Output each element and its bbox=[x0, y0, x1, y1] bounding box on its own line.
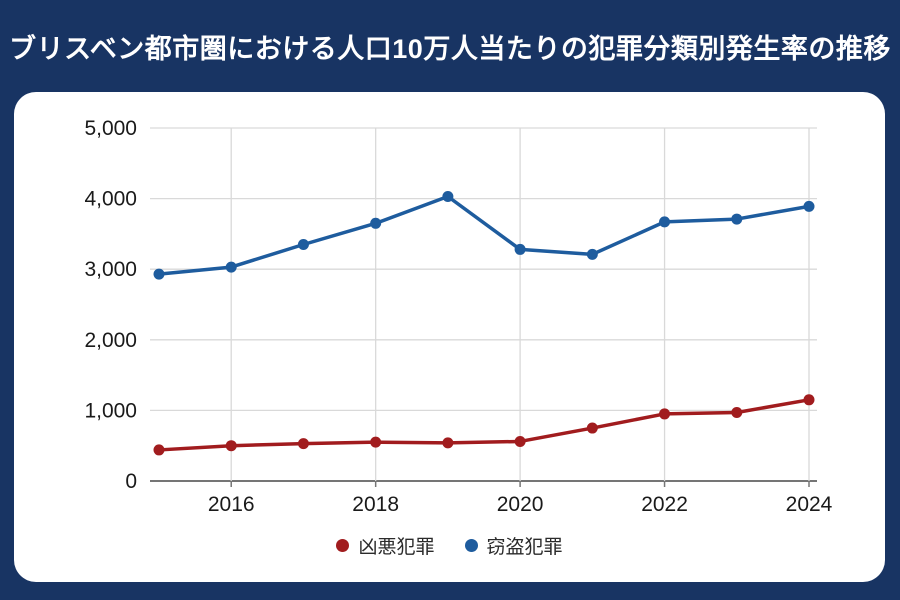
crime-rate-line-chart: 0 1,000 2,000 3,000 4,000 5,000 2016 2018 2020 20… bbox=[84, 117, 833, 516]
point-theft-crime-2022 bbox=[659, 216, 671, 228]
violent-crime-legend-dot-icon bbox=[336, 539, 350, 552]
point-violent-crime-2021 bbox=[586, 422, 598, 434]
line-violent-crime bbox=[157, 398, 811, 452]
point-violent-crime-2020 bbox=[514, 435, 526, 447]
x-axis-tick-label-2024: 2024 bbox=[786, 493, 833, 516]
point-violent-crime-2017 bbox=[297, 438, 309, 450]
point-theft-crime-2023 bbox=[731, 213, 743, 225]
y-axis-tick-label-5000: 5,000 bbox=[84, 117, 137, 140]
page-title: ブリスベン都市圏における人口10万人当たりの犯罪分類別発生率の推移 bbox=[9, 33, 891, 64]
point-theft-crime-2015 bbox=[153, 268, 165, 280]
point-violent-crime-2019 bbox=[442, 437, 454, 449]
point-violent-crime-2022 bbox=[659, 408, 671, 420]
point-theft-crime-2018 bbox=[370, 217, 382, 229]
point-violent-crime-2023 bbox=[731, 407, 743, 419]
legend-label-violent-crime: 凶悪犯罪 bbox=[358, 537, 435, 558]
point-theft-crime-2021 bbox=[586, 248, 598, 260]
theft-crime-legend-dot-icon bbox=[464, 539, 478, 552]
chart-legend: 凶悪犯罪 窃盗犯罪 bbox=[14, 532, 885, 559]
y-axis-tick-label-3000: 3,000 bbox=[84, 258, 137, 281]
x-axis-tick-label-2018: 2018 bbox=[352, 493, 399, 516]
chart-card: 0 1,000 2,000 3,000 4,000 5,000 2016 2018 2020 20… bbox=[14, 92, 885, 582]
point-theft-crime-2020 bbox=[514, 243, 526, 255]
point-violent-crime-2018 bbox=[370, 436, 382, 448]
x-axis-tick-label-2016: 2016 bbox=[208, 493, 255, 516]
point-theft-crime-2016 bbox=[225, 261, 237, 273]
point-theft-crime-2017 bbox=[297, 238, 309, 250]
point-violent-crime-2016 bbox=[225, 440, 237, 452]
legend-item-violent-crime: 凶悪犯罪 bbox=[336, 532, 435, 559]
legend-item-theft-crime: 窃盗犯罪 bbox=[464, 532, 563, 559]
line-theft-crime bbox=[157, 194, 811, 276]
y-axis-tick-label-4000: 4,000 bbox=[84, 188, 137, 211]
y-axis-tick-label-0: 0 bbox=[125, 470, 137, 493]
x-axis-tick-label-2022: 2022 bbox=[641, 493, 688, 516]
point-violent-crime-2024 bbox=[803, 394, 815, 406]
x-axis-tick-label-2020: 2020 bbox=[497, 493, 544, 516]
point-theft-crime-2019 bbox=[442, 190, 454, 202]
point-violent-crime-2015 bbox=[153, 444, 165, 456]
point-theft-crime-2024 bbox=[803, 200, 815, 212]
y-axis-tick-label-1000: 1,000 bbox=[84, 399, 137, 422]
legend-label-theft-crime: 窃盗犯罪 bbox=[486, 537, 563, 558]
y-axis-tick-label-2000: 2,000 bbox=[84, 329, 137, 352]
